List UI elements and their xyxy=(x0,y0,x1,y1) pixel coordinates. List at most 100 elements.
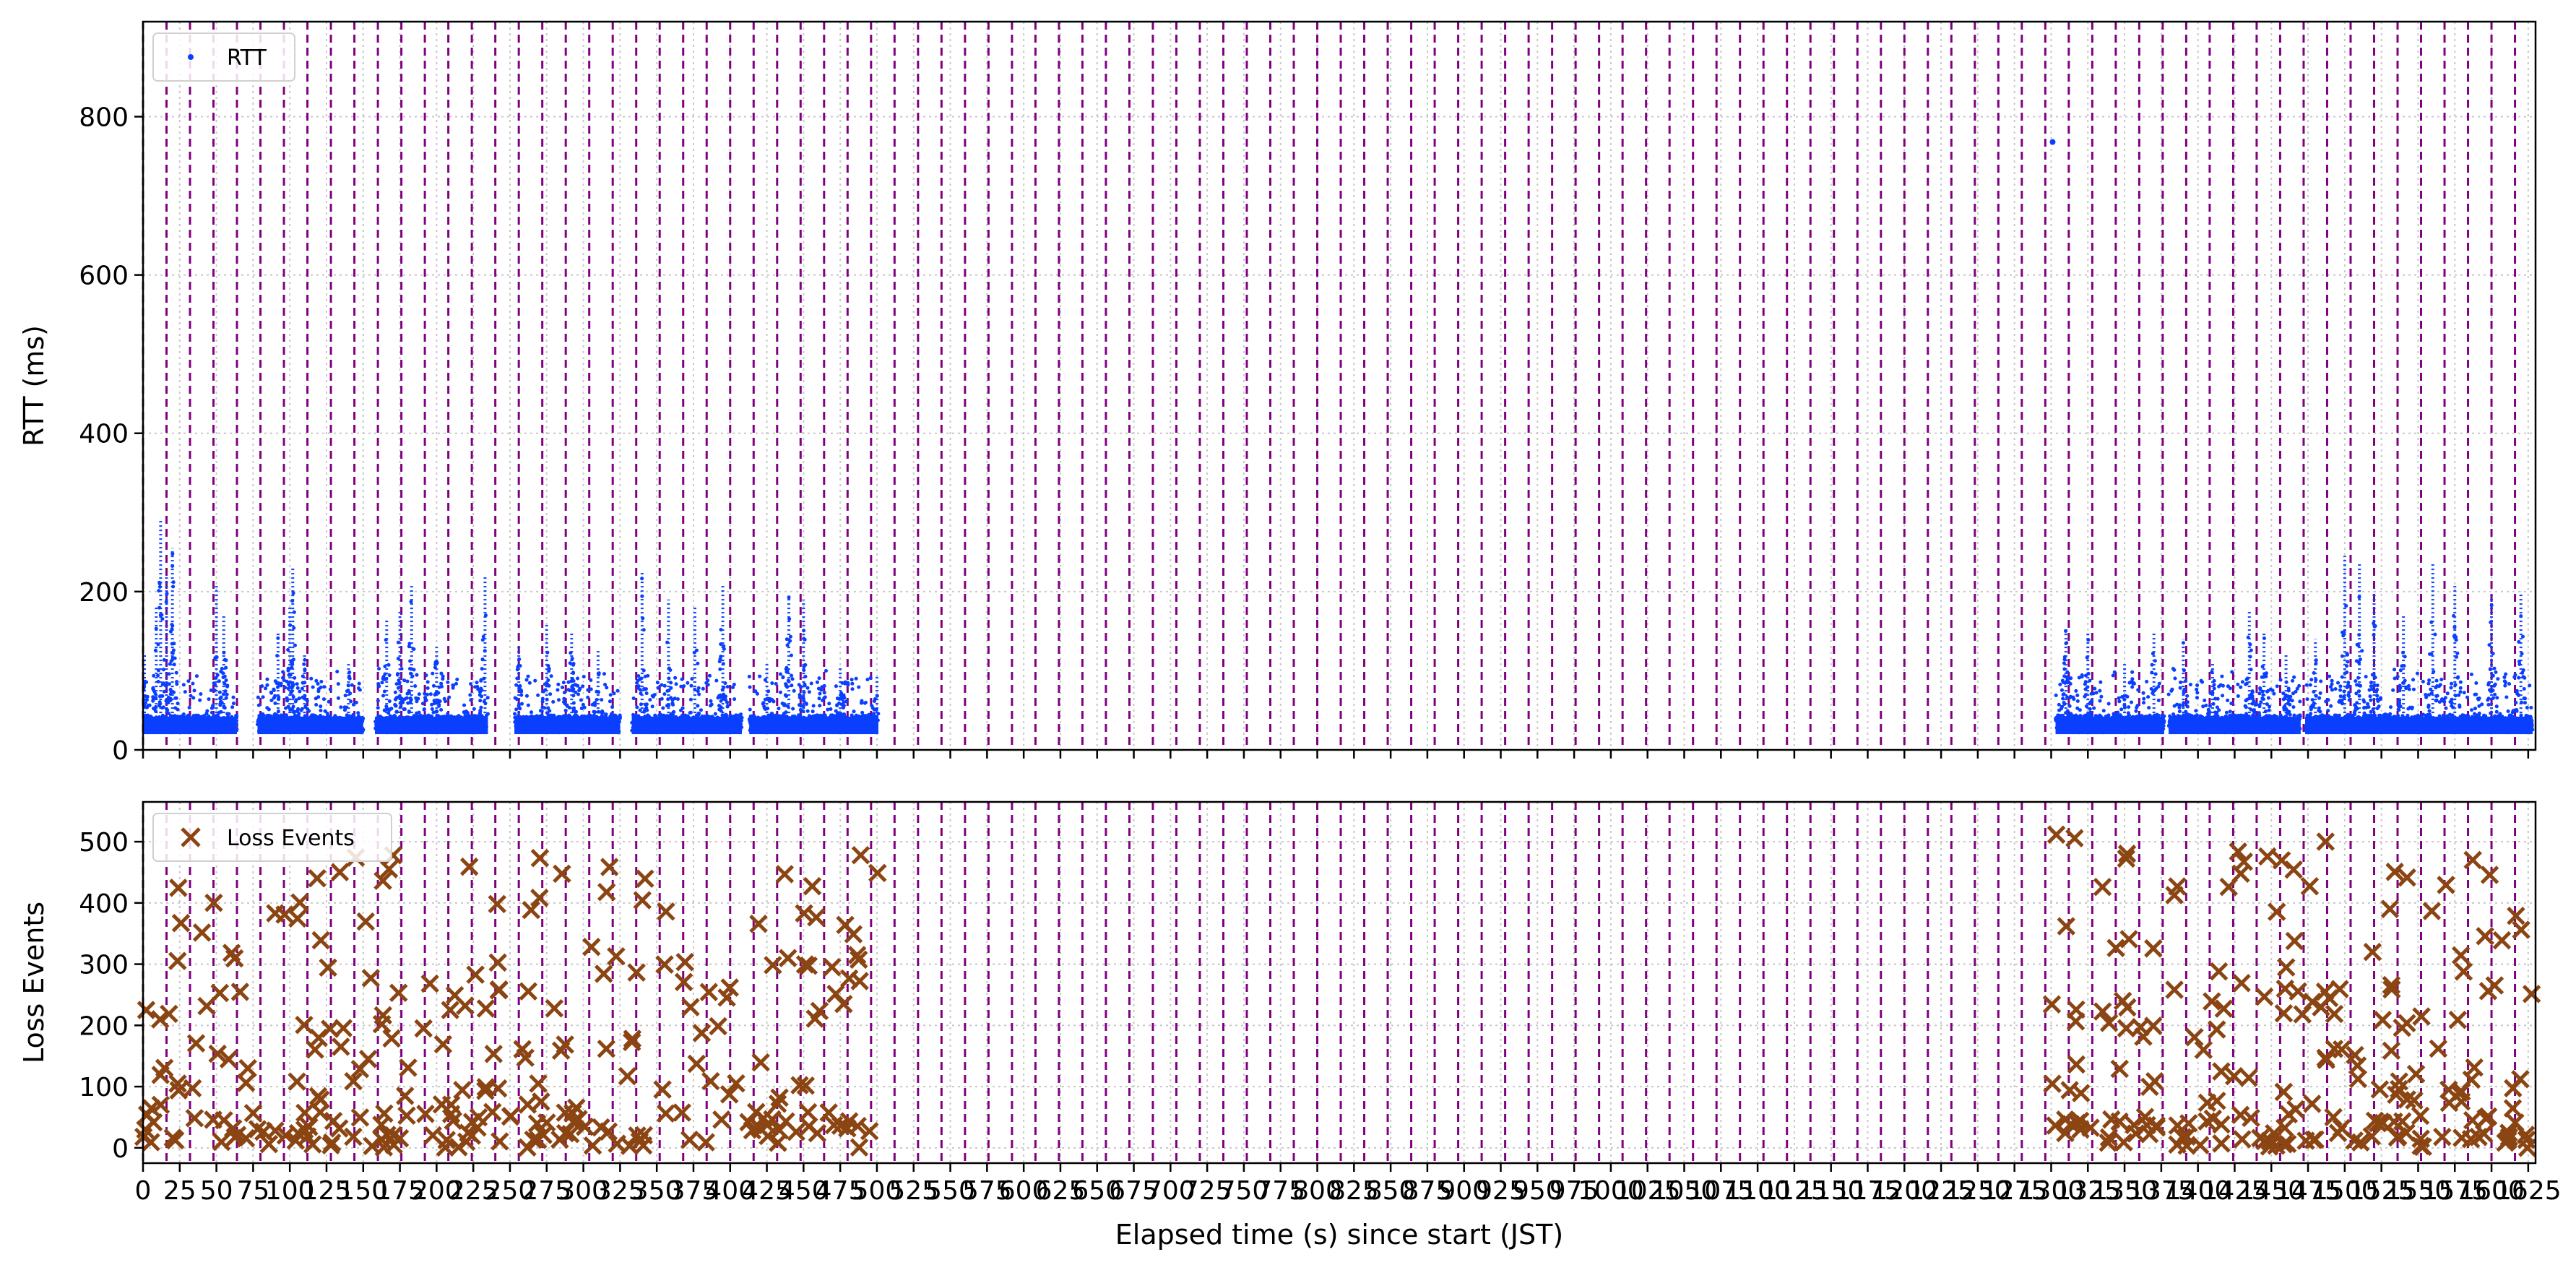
x-tick-label: 1225 xyxy=(1908,1176,1974,1206)
loss-point xyxy=(2255,987,2274,1006)
loss-point xyxy=(420,974,439,993)
loss-point xyxy=(444,1111,463,1131)
x-tick-label: 1425 xyxy=(2202,1176,2268,1206)
x-tick-label: 1325 xyxy=(2054,1176,2121,1206)
loss-point xyxy=(2267,902,2286,921)
x-tick-label: 1075 xyxy=(1687,1176,1754,1206)
loss-point xyxy=(2405,1091,2424,1110)
loss-point xyxy=(553,864,571,884)
rtt-band xyxy=(375,716,488,735)
x-tick-label: 325 xyxy=(595,1176,645,1206)
rtt-legend: RTT xyxy=(152,33,295,82)
loss-point xyxy=(2145,1071,2164,1091)
loss-point xyxy=(319,958,337,977)
loss-point xyxy=(2368,1113,2387,1133)
x-tick-label: 125 xyxy=(302,1176,352,1206)
loss-point xyxy=(2046,825,2066,845)
loss-point xyxy=(2363,942,2382,962)
loss-point xyxy=(397,1106,416,1125)
x-tick-label: 25 xyxy=(163,1176,196,1206)
loss-point xyxy=(699,983,719,1002)
loss-point xyxy=(389,983,408,1003)
loss-point xyxy=(622,1032,641,1052)
loss-legend-box xyxy=(152,813,392,862)
x-tick-label: 300 xyxy=(558,1176,608,1206)
loss-point xyxy=(2499,1131,2517,1150)
loss-point xyxy=(636,869,654,888)
x-tick-label: 450 xyxy=(779,1176,829,1206)
loss-point xyxy=(513,1040,532,1059)
top-y-tick-label: 0 xyxy=(112,736,129,766)
x-tick-label: 550 xyxy=(925,1176,975,1206)
loss-point xyxy=(230,983,250,1001)
loss-point xyxy=(2406,1064,2426,1084)
loss-point xyxy=(545,998,564,1018)
loss-point xyxy=(2293,1005,2312,1024)
loss-point xyxy=(379,860,399,878)
loss-point xyxy=(2325,1004,2344,1024)
loss-point xyxy=(2110,1112,2129,1131)
loss-point xyxy=(803,876,822,896)
loss-point xyxy=(868,863,887,883)
loss-point xyxy=(2203,992,2221,1011)
loss-point xyxy=(186,1034,206,1053)
x-tick-label: 950 xyxy=(1513,1176,1563,1206)
loss-point xyxy=(2285,931,2304,951)
loss-point xyxy=(2512,920,2530,939)
x-tick-label: 1475 xyxy=(2275,1176,2341,1206)
loss-point xyxy=(433,1035,453,1054)
loss-point xyxy=(2284,860,2303,879)
loss-point xyxy=(2057,917,2076,936)
x-tick-label: 725 xyxy=(1183,1176,1232,1206)
loss-point xyxy=(322,1133,342,1152)
loss-point xyxy=(2429,1039,2448,1058)
loss-point xyxy=(727,1074,745,1093)
loss-point xyxy=(160,1004,178,1024)
x-tick-label: 1000 xyxy=(1578,1176,1644,1206)
x-tick-label: 475 xyxy=(816,1176,865,1206)
loss-point xyxy=(2239,1068,2258,1087)
loss-point xyxy=(518,1138,537,1157)
loss-point xyxy=(807,907,826,927)
loss-point xyxy=(2275,1118,2294,1137)
loss-point xyxy=(236,1074,256,1092)
loss-point xyxy=(358,1050,378,1068)
loss-point xyxy=(2517,1130,2536,1149)
rtt-band xyxy=(631,716,743,735)
loss-point xyxy=(770,1088,789,1108)
loss-point xyxy=(308,868,327,888)
rtt-band xyxy=(257,716,363,735)
x-tick-label: 875 xyxy=(1403,1176,1453,1206)
loss-point xyxy=(2276,958,2296,977)
loss-point xyxy=(459,1123,477,1142)
x-tick-label: 675 xyxy=(1109,1176,1159,1206)
loss-point xyxy=(2503,1099,2523,1118)
loss-point xyxy=(556,1035,574,1054)
loss-point xyxy=(2411,1106,2430,1126)
loss-point xyxy=(2081,1118,2100,1137)
loss-point xyxy=(2185,1027,2204,1047)
loss-point xyxy=(204,1110,222,1129)
loss-point xyxy=(2437,876,2455,894)
x-tick-label: 1175 xyxy=(1835,1176,1901,1206)
loss-point xyxy=(522,900,541,920)
rtt-band xyxy=(2055,716,2164,735)
loss-legend-label: Loss Events xyxy=(227,826,355,851)
loss-point xyxy=(2332,1040,2351,1059)
x-tick-label: 1525 xyxy=(2348,1176,2415,1206)
loss-point xyxy=(2451,946,2471,965)
loss-point xyxy=(489,980,509,1000)
loss-point xyxy=(719,1085,739,1104)
loss-point xyxy=(2214,999,2234,1018)
loss-point xyxy=(790,1076,809,1094)
loss-point xyxy=(2194,1040,2213,1059)
loss-point xyxy=(2231,1105,2250,1125)
loss-point xyxy=(228,1126,247,1144)
loss-point xyxy=(834,994,853,1014)
loss-point xyxy=(600,858,619,876)
top-y-tick-label: 800 xyxy=(79,103,129,132)
loss-point xyxy=(2390,1072,2409,1091)
top-y-tick-label: 400 xyxy=(79,420,129,449)
x-tick-label: 650 xyxy=(1072,1176,1122,1206)
x-tick-label: 1550 xyxy=(2385,1176,2452,1206)
